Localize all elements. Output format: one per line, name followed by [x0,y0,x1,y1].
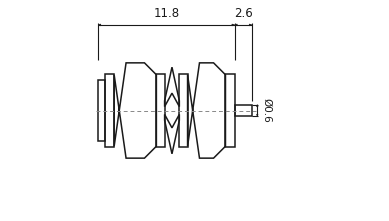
Text: 2.6: 2.6 [234,7,252,19]
Polygon shape [257,114,258,116]
Polygon shape [235,24,237,26]
Polygon shape [257,105,258,107]
Text: 11.8: 11.8 [153,7,179,19]
Polygon shape [98,24,101,26]
Text: Ø0.6: Ø0.6 [262,98,272,123]
Polygon shape [232,24,235,26]
Polygon shape [249,24,252,26]
